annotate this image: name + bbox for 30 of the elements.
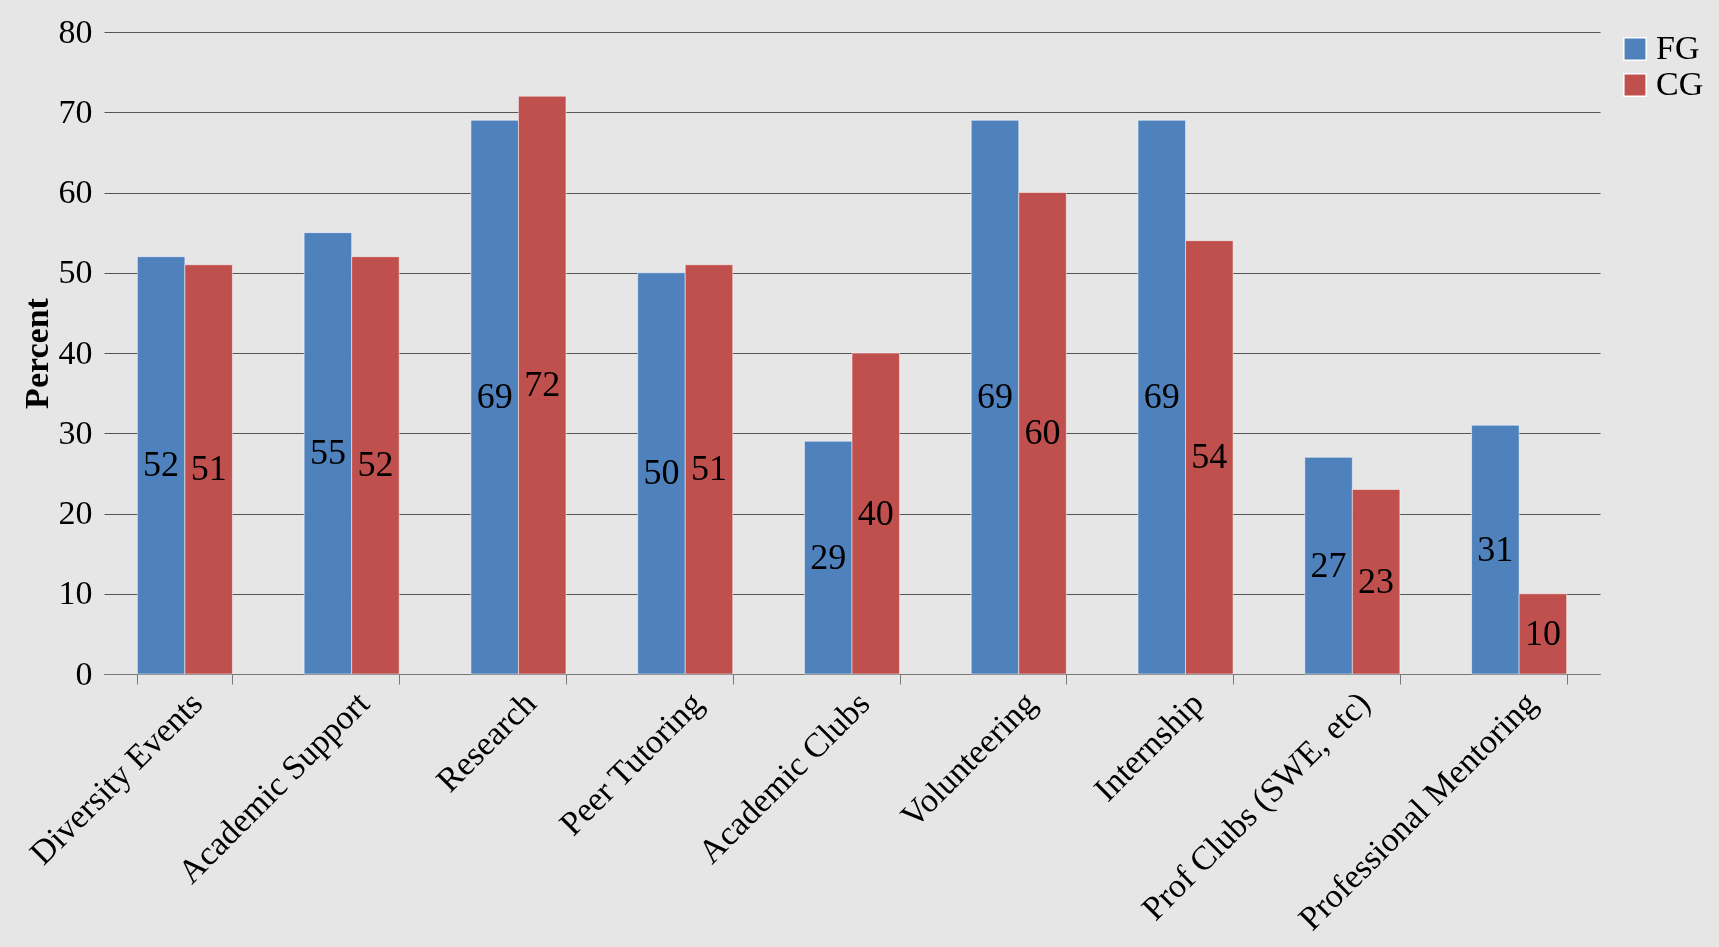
y-tick-label: 40 [58,333,93,371]
y-tick-label: 80 [58,12,93,50]
data-label: 69 [977,376,1014,417]
data-label: 40 [857,492,894,533]
y-tick-label: 0 [75,654,93,692]
data-label: 51 [690,448,727,489]
data-label: 52 [143,444,180,485]
legend-label: FG [1656,29,1700,66]
data-label: 52 [357,444,394,485]
data-label: 31 [1477,528,1514,569]
data-label: 54 [1191,436,1228,477]
data-label: 23 [1358,560,1395,601]
y-tick-label: 30 [58,413,93,451]
y-tick-label: 60 [58,173,93,210]
data-label: 69 [476,376,513,417]
y-tick-label: 10 [58,574,93,612]
data-label: 55 [309,432,346,473]
data-label: 69 [1143,376,1180,417]
data-label: 10 [1524,612,1561,653]
y-tick-label: 70 [58,92,93,130]
data-label: 29 [810,536,847,577]
legend-label: CG [1656,65,1704,102]
data-label: 51 [190,448,227,489]
data-label: 60 [1024,412,1061,453]
y-tick-label: 50 [58,253,93,291]
data-label: 72 [524,364,561,405]
y-tick-label: 20 [58,494,93,531]
y-axis-title: Percent [17,297,55,409]
data-label: 50 [643,452,680,493]
data-label: 27 [1310,544,1347,585]
